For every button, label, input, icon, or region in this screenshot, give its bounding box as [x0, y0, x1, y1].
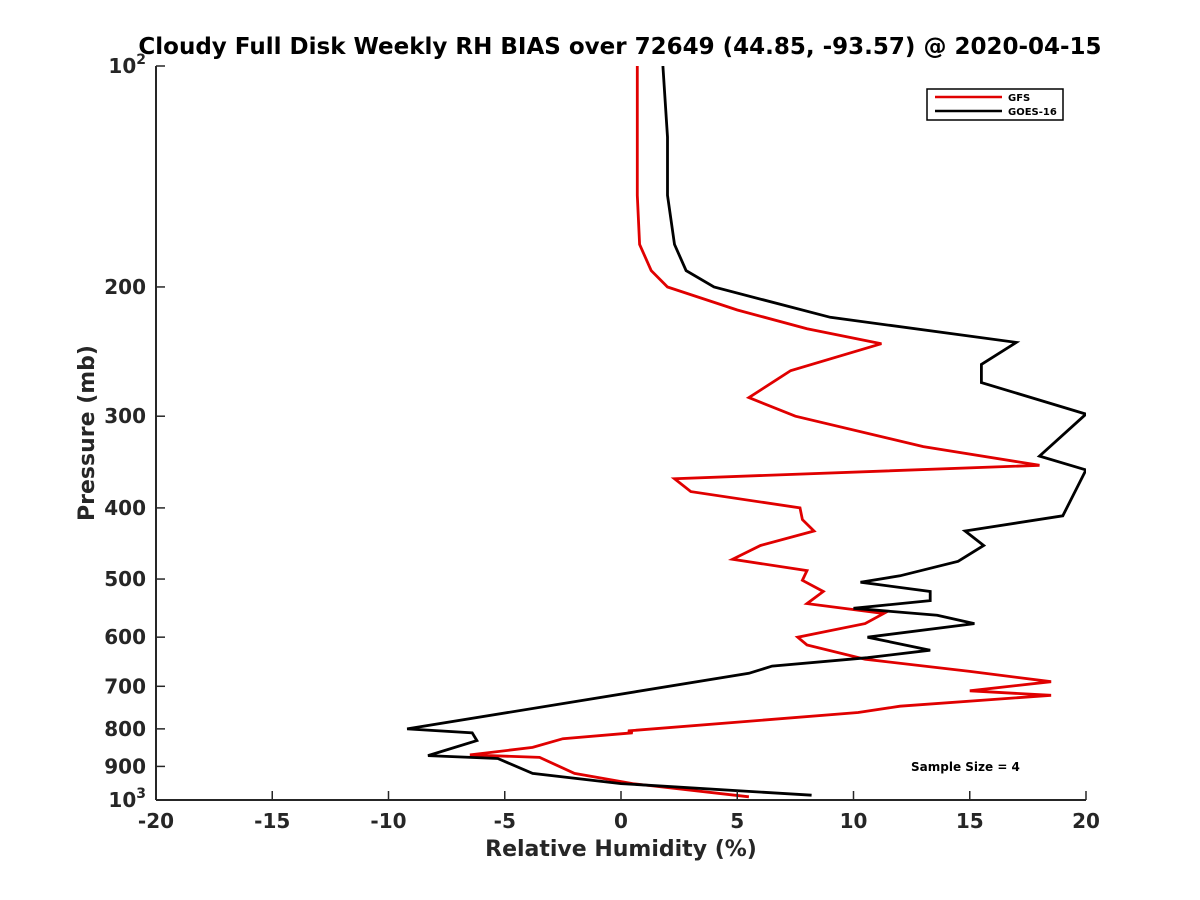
plot-area: -20 -15 -10 -5 0 5 10 15 20 102 200 300 400 500 600 70…: [104, 52, 1100, 833]
y-tick-label: 500: [104, 567, 146, 591]
y-axis-label: Pressure (mb): [75, 345, 100, 521]
chart-title: Cloudy Full Disk Weekly RH BIAS over 726…: [138, 34, 1101, 60]
x-tick-label: 10: [840, 809, 868, 833]
y-tick-label: 900: [104, 754, 146, 778]
y-tick-label: 700: [104, 674, 146, 698]
x-axis-label: Relative Humidity (%): [485, 837, 757, 862]
x-tick-label: 5: [730, 809, 744, 833]
x-tick-label: -20: [138, 809, 174, 833]
series-line-goes-16: [406, 66, 1086, 797]
series-layer: [406, 66, 1086, 799]
y-tick-label: 800: [104, 717, 146, 741]
x-tick-label: -5: [494, 809, 516, 833]
y-tick-label: 300: [104, 404, 146, 428]
y-tick-label: 102: [108, 52, 146, 78]
x-tick-label: 15: [956, 809, 984, 833]
legend-box: [926, 88, 1064, 121]
y-tick-label: 200: [104, 275, 146, 299]
x-tick-label: -15: [254, 809, 290, 833]
x-tick-label: -10: [370, 809, 406, 833]
x-tick-label: 0: [614, 809, 628, 833]
x-ticks: -20 -15 -10 -5 0 5 10 15 20: [138, 791, 1100, 833]
y-tick-label: 103: [108, 786, 146, 812]
sample-size-note: Sample Size = 4: [911, 760, 1020, 774]
series-line-gfs: [469, 66, 1052, 799]
legend-label-goes-16: GOES-16: [1008, 107, 1057, 118]
legend-label-gfs: GFS: [1008, 93, 1030, 104]
y-tick-label: 400: [104, 496, 146, 520]
y-tick-label: 600: [104, 625, 146, 649]
legend: GFS GOES-16: [926, 88, 1064, 121]
x-tick-label: 20: [1072, 809, 1100, 833]
y-ticks: 102 200 300 400 500 600 700 800 900 103: [104, 52, 165, 812]
